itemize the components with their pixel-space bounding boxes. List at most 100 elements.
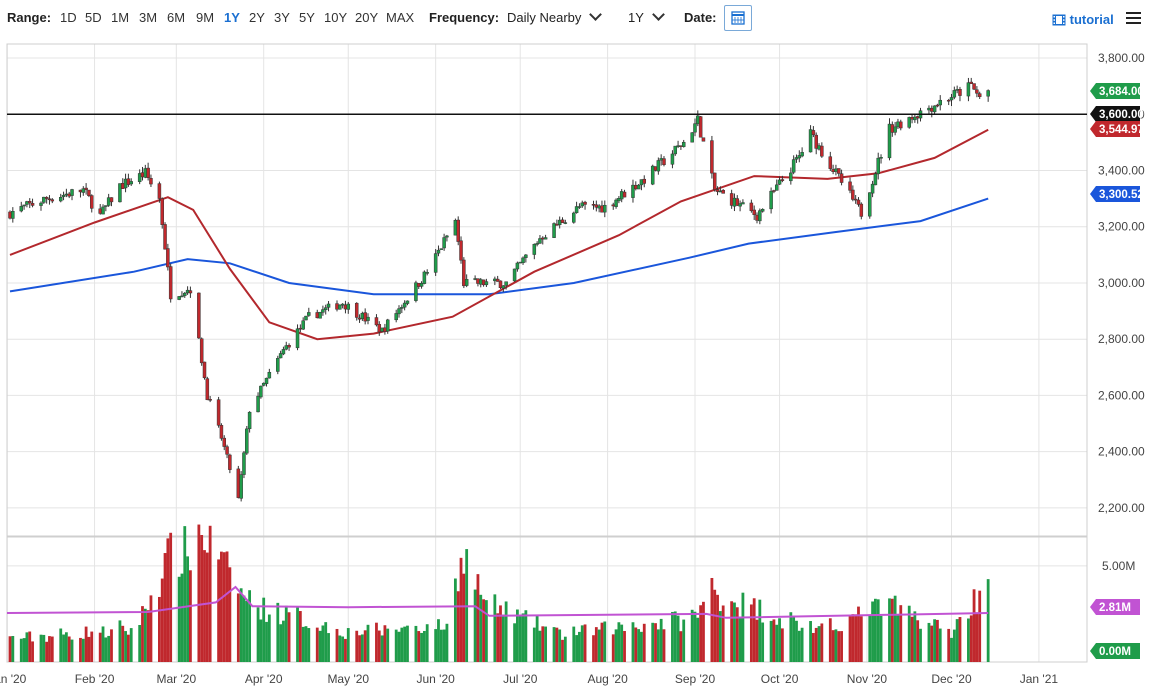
candle-body [98, 208, 102, 214]
candle-body [476, 278, 480, 284]
price-tag-shape [1090, 121, 1140, 137]
volume-bar [699, 605, 703, 662]
candle-body [653, 166, 658, 171]
period-select[interactable]: 1Y [628, 8, 665, 25]
volume-zero-tag-shape [1090, 643, 1140, 659]
frequency-value: Daily Nearby [507, 10, 582, 25]
volume-bar [406, 625, 409, 662]
range-1y[interactable]: 1Y [224, 10, 240, 25]
candle-body [729, 193, 734, 206]
candle-body [760, 208, 765, 212]
range-1d[interactable]: 1D [60, 10, 77, 25]
volume-bar [8, 636, 12, 662]
candle-body [512, 268, 517, 282]
volume-bar [121, 625, 125, 662]
price-panel-frame [6, 43, 1088, 537]
candle-body [910, 116, 914, 120]
candle-body [946, 99, 951, 102]
range-6m[interactable]: 6M [167, 10, 186, 25]
candle-body [634, 185, 638, 190]
volume-bar [375, 622, 378, 662]
volume-bar [752, 598, 756, 662]
volume-bar [259, 619, 263, 662]
range-2y[interactable]: 2Y [249, 10, 265, 25]
volume-bar [780, 628, 784, 662]
candle-body [617, 198, 621, 202]
range-20y[interactable]: 20Y [355, 10, 379, 25]
candle-body [555, 223, 559, 226]
range-max[interactable]: MAX [386, 10, 415, 25]
x-tick-label: Jul '20 [503, 672, 538, 686]
candle-body [168, 266, 173, 300]
volume-bar [208, 525, 212, 662]
candle-body [383, 327, 387, 332]
volume-bar [355, 630, 359, 662]
volume-bar [702, 601, 705, 662]
tutorial-link[interactable]: tutorial [1052, 12, 1114, 27]
candle-body [140, 172, 145, 178]
volume-bar [910, 616, 914, 662]
range-1m[interactable]: 1M [111, 10, 130, 25]
calendar-button[interactable] [724, 5, 752, 31]
range-9m[interactable]: 9M [196, 10, 215, 25]
candle-body [614, 199, 618, 207]
candle-body [256, 395, 260, 413]
range-5y[interactable]: 5Y [299, 10, 315, 25]
candle-body [958, 88, 962, 96]
candle-body [19, 206, 24, 212]
candle-body [236, 468, 241, 498]
candle-body [261, 382, 266, 386]
volume-bar [245, 600, 249, 662]
volume-bar [572, 626, 576, 662]
candle-body [453, 219, 458, 236]
volume-bar [896, 615, 900, 662]
candle-body [11, 210, 15, 219]
volume-bar [42, 634, 46, 662]
candle-body [78, 189, 83, 193]
candle-body [354, 302, 359, 318]
volume-bar [888, 598, 891, 662]
price-tag-shape [1090, 106, 1140, 122]
candle-body [504, 281, 508, 286]
candle-body [681, 141, 686, 147]
volume-bar [236, 593, 240, 662]
volume-bar [713, 589, 717, 662]
candle-body [772, 190, 776, 192]
volume-bar [950, 637, 953, 662]
volume-bar [445, 623, 449, 662]
candle-body [473, 278, 477, 280]
volume-bar [363, 630, 367, 662]
volume-bar [614, 629, 618, 662]
volume-bar [662, 629, 666, 662]
frequency-select[interactable]: Daily Nearby [507, 8, 603, 25]
volume-bar [298, 611, 302, 662]
range-10y[interactable]: 10Y [324, 10, 348, 25]
volume-bar [676, 615, 680, 662]
candle-body [61, 194, 66, 197]
candle-body [752, 209, 756, 215]
range-5d[interactable]: 5D [85, 10, 102, 25]
volume-bar [552, 627, 556, 662]
hamburger-menu-icon[interactable] [1126, 12, 1141, 24]
volume-bar [538, 630, 542, 662]
range-3y[interactable]: 3Y [274, 10, 290, 25]
x-tick-label: Dec '20 [931, 672, 972, 686]
candle-body [932, 105, 937, 113]
moving-average-red [9, 128, 989, 341]
volume-bar [126, 634, 130, 662]
volume-bar [617, 622, 621, 662]
candle-body [87, 189, 91, 196]
volume-bar [222, 552, 226, 662]
candle-body [859, 203, 864, 217]
period-value: 1Y [628, 10, 644, 25]
volume-bar [795, 620, 798, 662]
volume-bar [442, 629, 446, 662]
candle-body [679, 145, 683, 147]
moving-average-blue [9, 197, 989, 296]
candle-body [879, 157, 883, 159]
candle-body [433, 253, 438, 273]
volume-bar [975, 612, 979, 662]
range-3m[interactable]: 3M [139, 10, 158, 25]
price-tag-shape [1090, 186, 1140, 202]
volume-bar [532, 627, 536, 662]
